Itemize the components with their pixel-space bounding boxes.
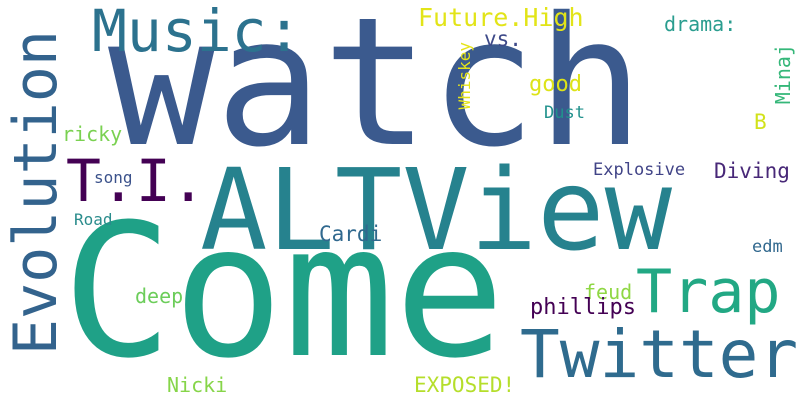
word-future-high: Future.High — [418, 3, 584, 32]
word-dust: Dust — [544, 103, 585, 123]
word-cardi: Cardi — [319, 222, 383, 246]
word-come: Come — [62, 185, 506, 399]
word-evolution: Evolution — [1, 30, 71, 356]
word-music: Music: — [92, 0, 302, 65]
word-feud: feud — [584, 280, 633, 304]
word-song: song — [94, 168, 133, 187]
word-altview: ALTView — [200, 146, 673, 276]
word-minaj: Minaj — [771, 44, 795, 105]
word-drama: drama: — [664, 12, 737, 36]
word-b: B — [754, 110, 767, 134]
word-watch: watch — [108, 0, 644, 186]
word-whiskey: Whiskey — [455, 42, 474, 110]
word-twitter: Twitter — [520, 316, 799, 393]
word-phillips: phillips — [530, 295, 636, 320]
word-nicki: Nicki — [167, 373, 228, 397]
word-good: good — [529, 72, 582, 97]
word-road: Road — [74, 210, 113, 229]
word-ricky: ricky — [62, 122, 123, 146]
word-edm: edm — [752, 237, 783, 257]
word-explosive: Explosive — [593, 160, 686, 180]
word-vs: vs. — [484, 27, 522, 51]
word-diving: Diving — [714, 159, 790, 183]
word-trap: Trap — [636, 257, 781, 327]
word-ti: T.I. — [66, 147, 206, 215]
word-exposed: EXPOSED! — [414, 373, 516, 397]
word-deep: deep — [135, 284, 184, 308]
